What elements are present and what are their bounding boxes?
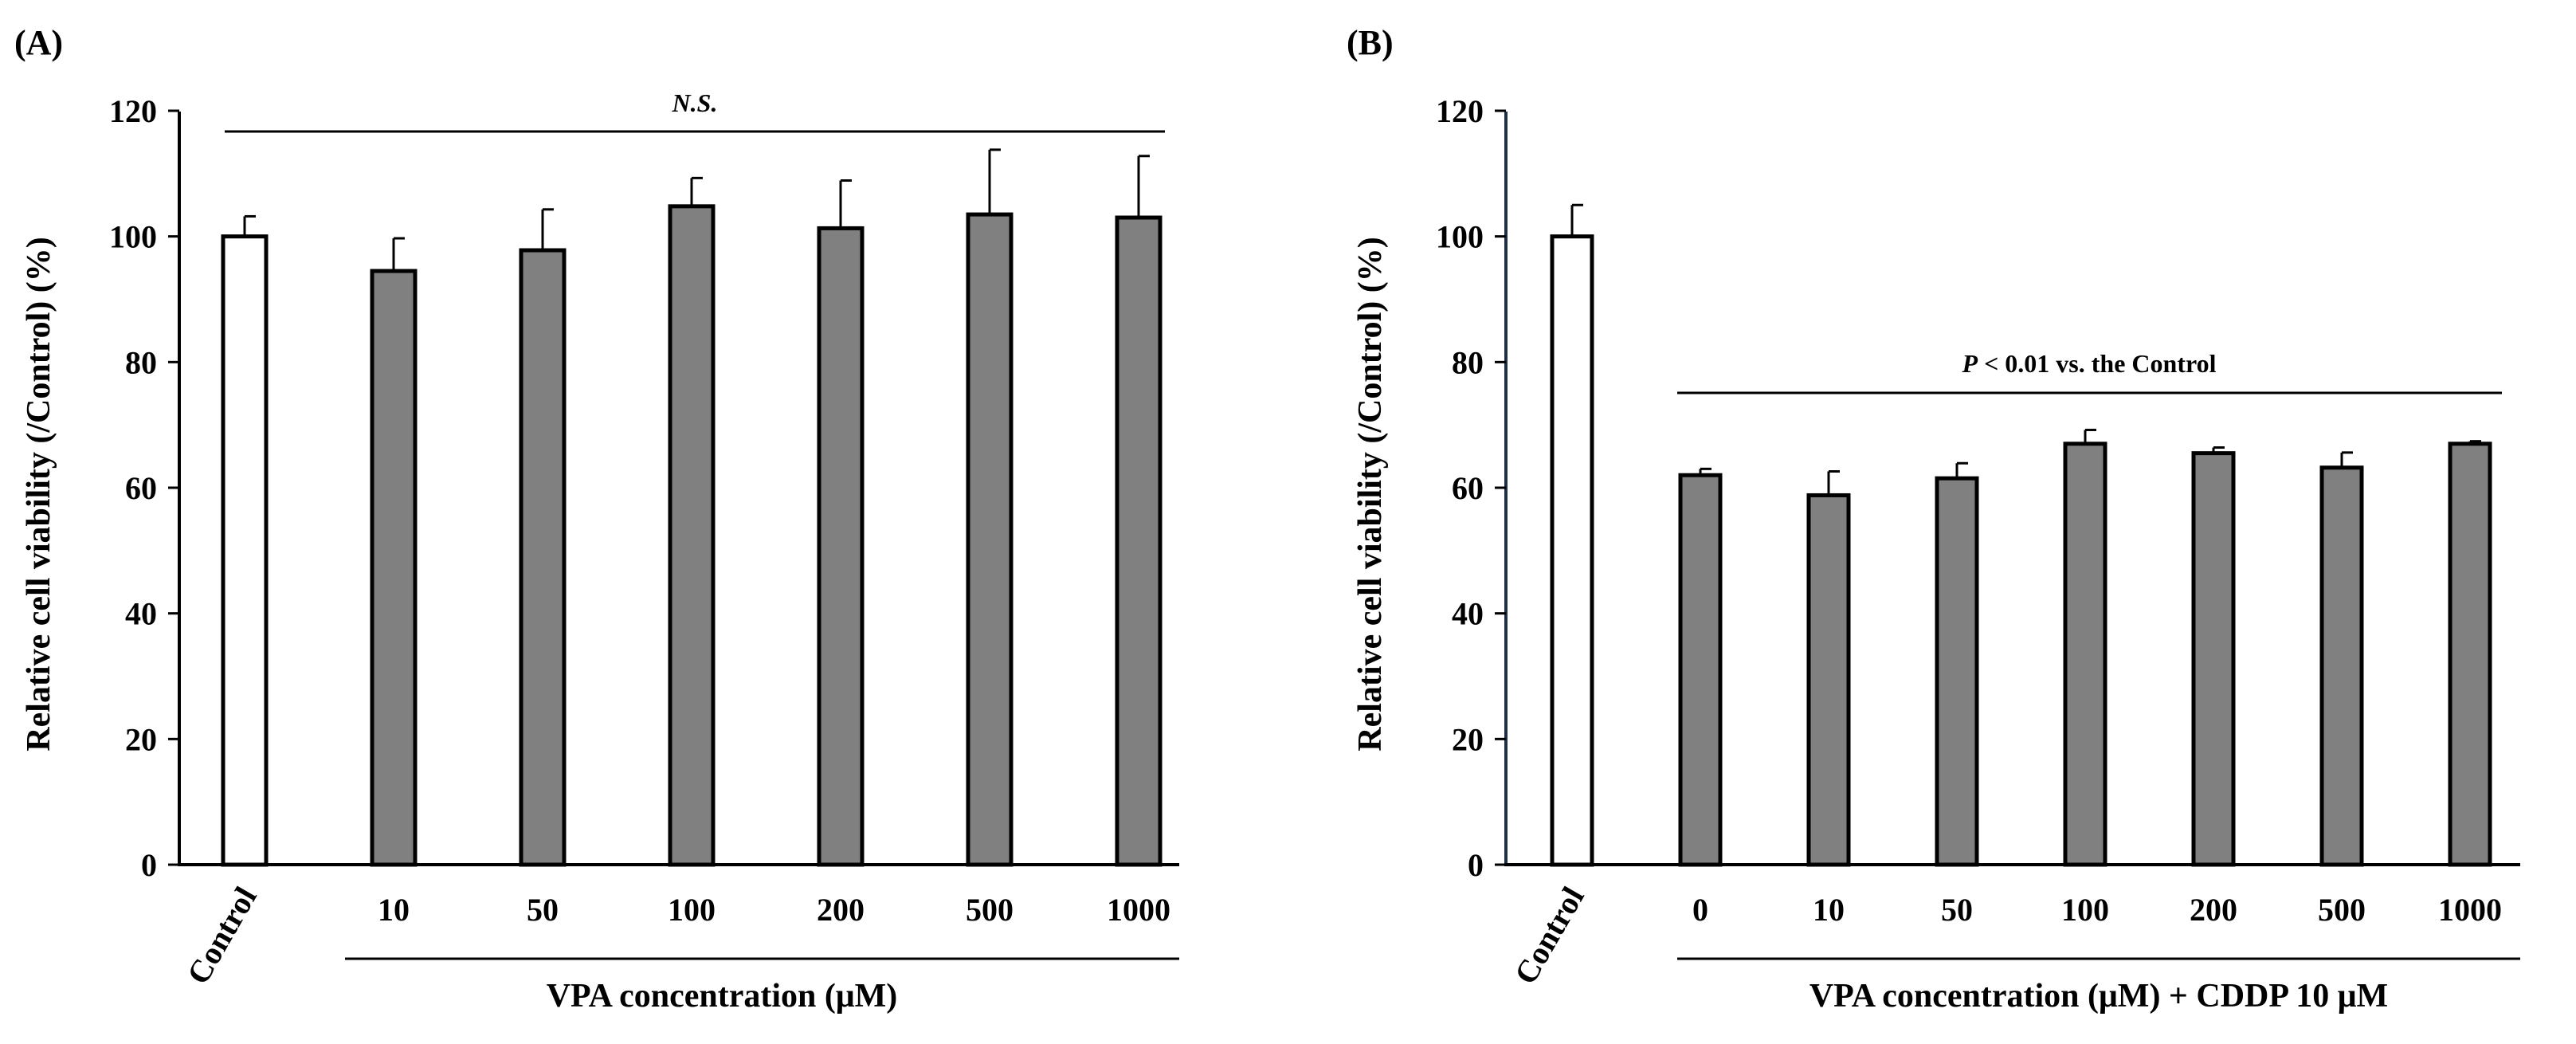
panel-b-significance-text: < 0.01 vs. the Control [1978,349,2217,378]
b-y-tick-label: 120 [1436,93,1484,129]
b-bar-10 [1806,493,1851,867]
a-x-tick-label: 500 [966,892,1014,928]
b-y-tick-label: 20 [1452,721,1484,757]
b-bar-50 [1935,476,1979,867]
a-y-tick-label: 60 [125,470,157,506]
a-y-tick-label: 0 [141,847,157,883]
panel-b-significance-p: P [1962,349,1978,378]
b-x-tick-label: 50 [1941,892,1973,928]
b-y-tick-label: 60 [1452,470,1484,506]
b-x-tick-label: 200 [2190,892,2237,928]
b-bar-500 [2319,465,2364,867]
b-bar-0 [1678,473,1723,867]
panel-b-significance-label: P < 0.01 vs. the Control [1962,349,2217,378]
a-y-tick-label: 100 [109,219,157,255]
b-bar-control [1550,234,1594,867]
b-bar-1000 [2448,442,2492,867]
a-x-tick-label: 50 [527,892,559,928]
a-bar-50 [519,248,567,867]
b-x-tick-label: 100 [2061,892,2109,928]
a-x-tick-label: 10 [378,892,410,928]
a-bar-500 [966,212,1014,867]
panel-b-x-axis-label: VPA concentration (μM) + CDDP 10 μM [1809,978,2388,1015]
a-y-tick-label: 40 [125,596,157,632]
b-y-tick-label: 80 [1452,344,1484,380]
panel-a: (A) Relative cell viability (/Control) (… [14,23,1179,1015]
panel-b-label: (B) [1347,23,1394,62]
a-y-tick-label: 20 [125,721,157,757]
panel-b: (B) Relative cell viability (/Control) (… [1347,23,2520,1015]
b-x-tick-label: 1000 [2438,892,2502,928]
a-bar-100 [668,204,716,867]
b-bar-100 [2063,442,2107,867]
a-x-tick-label: 100 [668,892,716,928]
a-bar-200 [817,226,865,867]
b-y-tick-label: 40 [1452,596,1484,632]
a-x-tick-label: 1000 [1107,892,1170,928]
b-x-tick-label: 0 [1692,892,1708,928]
b-x-tick-label: Control [1508,881,1591,990]
b-y-tick-label: 100 [1436,219,1484,255]
a-bar-control [221,234,269,867]
b-bar-200 [2191,451,2236,867]
b-x-tick-label: 10 [1813,892,1845,928]
a-y-tick-label: 80 [125,344,157,380]
panel-a-y-axis-label: Relative cell viability (/Control) (%) [21,237,57,751]
panel-a-significance-label: N.S. [672,88,718,117]
panel-b-y-axis-label: Relative cell viability (/Control) (%) [1352,237,1389,751]
panel-a-label: (A) [14,23,63,62]
a-y-tick-label: 120 [109,93,157,129]
b-x-tick-label: 500 [2318,892,2366,928]
b-y-tick-label: 0 [1468,847,1484,883]
a-x-tick-label: 200 [817,892,865,928]
a-bar-1000 [1115,215,1163,867]
a-x-tick-label: Control [180,881,264,990]
panel-a-x-axis-label: VPA concentration (μM) [547,978,898,1015]
a-bar-10 [370,269,418,867]
